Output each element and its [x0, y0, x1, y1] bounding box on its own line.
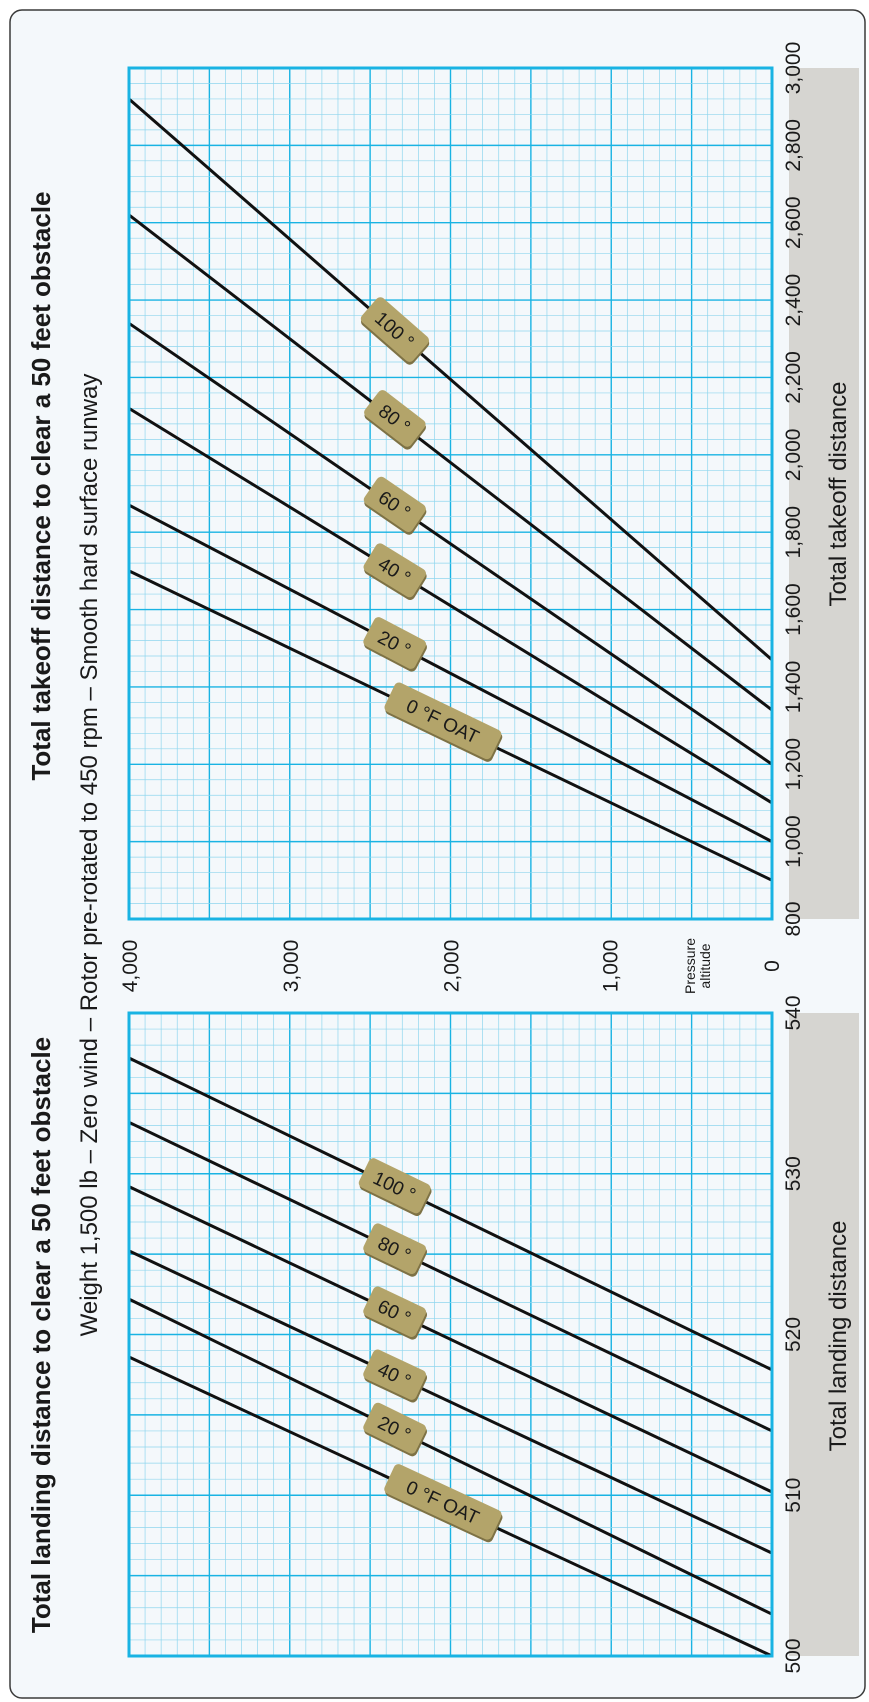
takeoff-temp-tag-1: 20 ° — [363, 617, 427, 672]
takeoff-temp-tag-2: 40 ° — [363, 543, 427, 600]
altitude-tick-labels: 0 1,000 2,000 3,000 4,000 — [119, 940, 784, 993]
landing-x-tick-label-2: 520 — [782, 1317, 805, 1352]
landing-grid — [128, 1012, 773, 1657]
altitude-tick-label-0: 0 — [761, 960, 784, 972]
takeoff-x-tick-labels: 800 1,000 1,200 1,400 1,600 1,800 2,000 2,200 2,… — [782, 42, 805, 937]
takeoff-x-tick-label-9: 2,600 — [782, 196, 805, 249]
takeoff-series-line-5 — [128, 97, 773, 661]
takeoff-x-tick-label-2: 1,200 — [782, 738, 805, 791]
takeoff-x-tick-label-1: 1,000 — [782, 815, 805, 868]
chart-subtitle: Weight 1,500 lb – Zero wind – Rotor pre-… — [76, 374, 103, 1337]
takeoff-x-tick-label-7: 2,200 — [782, 351, 805, 404]
figure-background — [9, 9, 866, 1699]
landing-series-line-3 — [128, 1185, 773, 1494]
takeoff-series-line-2 — [128, 407, 773, 805]
landing-chart-title: Total landing distance to clear a 50 fee… — [26, 1037, 56, 1633]
altitude-tick-label-2: 2,000 — [441, 940, 464, 993]
takeoff-chart-title: Total takeoff distance to clear a 50 fee… — [26, 191, 56, 780]
takeoff-temp-tag-box-3 — [363, 476, 426, 533]
takeoff-x-tick-label-8: 2,400 — [782, 274, 805, 327]
landing-temp-tag-box-4 — [363, 1223, 427, 1275]
takeoff-temp-tag-box-5 — [360, 297, 429, 362]
takeoff-temp-tag-4: 80 ° — [364, 390, 426, 450]
takeoff-x-tick-label-5: 1,800 — [782, 506, 805, 559]
takeoff-x-tick-label-11: 3,000 — [782, 42, 805, 95]
landing-x-tick-label-3: 530 — [782, 1156, 805, 1191]
landing-plot-frame — [127, 1011, 774, 1658]
takeoff-plot-frame — [127, 66, 774, 921]
landing-series-line-5 — [128, 1056, 773, 1372]
takeoff-x-tick-label-4: 1,600 — [782, 583, 805, 636]
landing-x-tick-labels: 500 510 520 530 540 — [782, 995, 805, 1673]
landing-temp-tag-5: 100 ° — [358, 1158, 432, 1216]
landing-x-tick-label-1: 510 — [782, 1478, 805, 1513]
landing-temp-tag-3: 60 ° — [363, 1286, 428, 1340]
landing-axis-band — [789, 1013, 859, 1656]
landing-x-tick-label-0: 500 — [782, 1638, 805, 1673]
landing-series-line-4 — [128, 1120, 773, 1433]
landing-x-axis-title: Total landing distance — [825, 1221, 852, 1452]
altitude-axis-label-line1: Pressure — [682, 938, 698, 994]
altitude-tick-label-4: 4,000 — [119, 940, 142, 993]
takeoff-x-tick-label-3: 1,400 — [782, 661, 805, 714]
landing-temp-tag-box-1 — [363, 1402, 427, 1454]
takeoff-x-tick-label-6: 2,000 — [782, 429, 805, 482]
landing-temp-tag-4: 80 ° — [363, 1223, 428, 1277]
landing-temp-tag-1: 20 ° — [363, 1402, 427, 1457]
takeoff-x-tick-label-0: 800 — [782, 901, 805, 936]
takeoff-x-axis-title: Total takeoff distance — [825, 381, 852, 606]
takeoff-x-tick-label-10: 2,800 — [782, 119, 805, 172]
altitude-tick-label-1: 1,000 — [599, 940, 622, 993]
takeoff-temp-tag-3: 60 ° — [363, 476, 427, 535]
takeoff-series-line-1 — [128, 503, 773, 843]
landing-temp-tag-2: 40 ° — [363, 1349, 428, 1403]
takeoff-temp-tag-box-0 — [384, 682, 502, 760]
landing-series-line-1 — [128, 1297, 773, 1616]
landing-temp-tag-box-2 — [363, 1349, 427, 1400]
landing-temp-tag-box-3 — [363, 1286, 427, 1337]
altitude-tick-label-3: 3,000 — [280, 940, 303, 993]
landing-x-tick-label-4: 540 — [782, 995, 805, 1030]
takeoff-series-line-3 — [128, 322, 773, 766]
altitude-axis-label-line2: altitude — [697, 943, 713, 988]
takeoff-axis-band — [789, 68, 859, 919]
landing-temp-tag-box-5 — [358, 1158, 431, 1214]
takeoff-series-line-4 — [128, 213, 773, 712]
takeoff-temp-tag-box-4 — [364, 390, 426, 447]
takeoff-temp-tag-box-1 — [363, 617, 427, 669]
takeoff-temp-tag-box-2 — [363, 543, 426, 598]
landing-series-line-2 — [128, 1249, 773, 1555]
landing-temp-tag-box-0 — [384, 1464, 502, 1540]
